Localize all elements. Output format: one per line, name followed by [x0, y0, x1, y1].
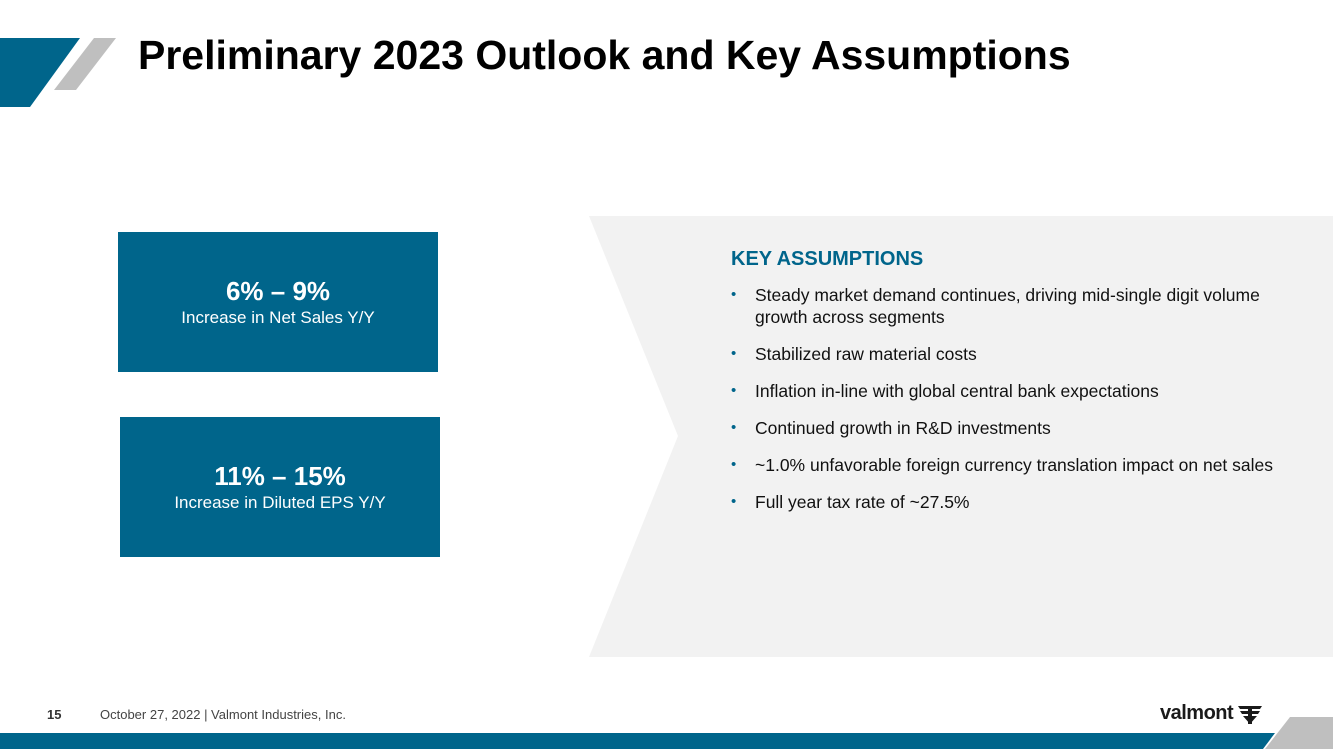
- list-item: • Stabilized raw material costs: [731, 344, 977, 364]
- list-item: • Full year tax rate of ~27.5%: [731, 492, 970, 512]
- list-item: • Steady market demand continues, driving…: [731, 285, 1260, 327]
- bullet-icon: •: [731, 382, 737, 399]
- net-sales-outlook-box: 6% – 9% Increase in Net Sales Y/Y: [118, 232, 438, 372]
- page-title: Preliminary 2023 Outlook and Key Assumpt…: [138, 32, 1071, 78]
- bullet-icon: •: [731, 345, 737, 362]
- key-assumptions: KEY ASSUMPTIONS • Steady market demand co…: [731, 246, 1291, 528]
- list-item: • Inflation in-line with global central b…: [731, 381, 1159, 401]
- assumptions-list: • Steady market demand continues, driving…: [731, 284, 1291, 513]
- footer-text: October 27, 2022 | Valmont Industries, I…: [100, 707, 346, 722]
- logo-wordmark: valmont: [1160, 702, 1234, 724]
- eps-label: Increase in Diluted EPS Y/Y: [174, 493, 386, 512]
- eps-outlook-box: 11% – 15% Increase in Diluted EPS Y/Y: [120, 417, 440, 557]
- valmont-mark-icon: [1238, 705, 1263, 724]
- list-item: • Continued growth in R&D investments: [731, 418, 1051, 438]
- bullet-icon: •: [731, 419, 737, 436]
- net-sales-label: Increase in Net Sales Y/Y: [181, 308, 375, 327]
- bullet-icon: •: [731, 493, 737, 510]
- key-assumptions-heading: KEY ASSUMPTIONS: [731, 248, 924, 270]
- bullet-icon: •: [731, 456, 737, 473]
- header-stripes-decoration: [0, 38, 116, 107]
- valmont-logo: valmont: [1160, 702, 1263, 725]
- bullet-icon: •: [731, 286, 737, 303]
- list-item: • ~1.0% unfavorable foreign currency tran…: [731, 455, 1274, 475]
- net-sales-value: 6% – 9%: [225, 276, 331, 306]
- eps-value: 11% – 15%: [214, 461, 346, 491]
- page-number: 15: [47, 707, 62, 722]
